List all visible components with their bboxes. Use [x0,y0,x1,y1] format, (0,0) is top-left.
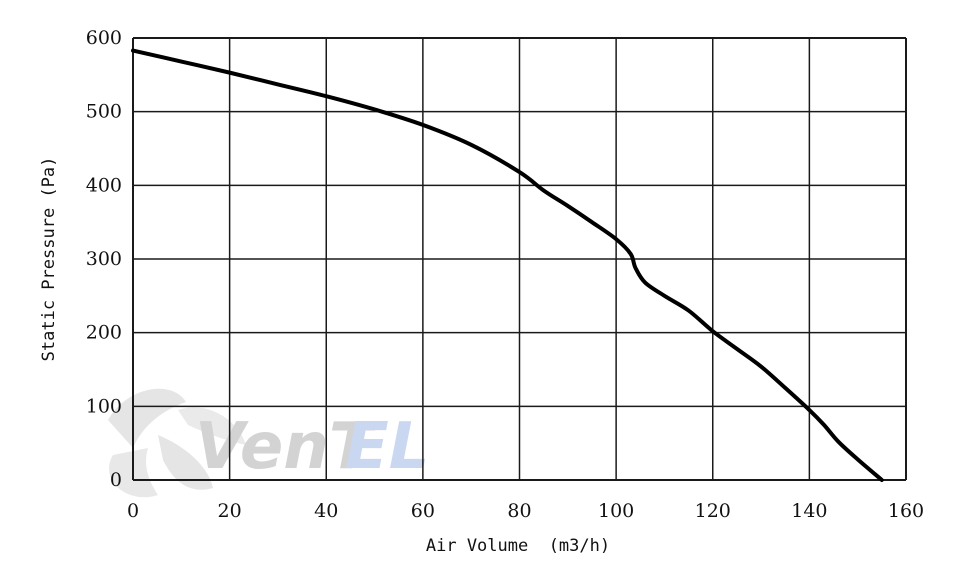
y-tick-label: 100 [86,395,122,417]
watermark-text-main: VenT [195,410,377,484]
y-tick-label: 200 [86,322,122,344]
x-tick-label: 80 [507,500,531,522]
x-tick-label: 60 [411,500,435,522]
grid [132,37,907,481]
fan-icon [108,388,246,498]
x-tick-label: 160 [888,500,924,522]
x-axis-label: Air Volume (m3/h) [426,536,610,556]
x-tick-label: 40 [314,500,338,522]
y-axis-tick-labels: 0 100 200 300 400 500 600 [86,27,122,491]
x-tick-label: 0 [127,500,139,522]
x-tick-label: 20 [218,500,242,522]
x-tick-label: 120 [695,500,731,522]
series-group [131,48,884,482]
series-line [131,48,884,482]
ventel-watermark-logo: VenT EL [108,388,430,498]
watermark-text-accent: EL [345,410,430,484]
y-axis-label: Static Pressure (Pa) [39,157,59,362]
y-tick-label: 400 [86,174,122,196]
y-tick-label: 300 [86,248,122,270]
x-tick-label: 100 [598,500,634,522]
x-axis-tick-labels: 0 20 40 60 80 100 120 140 160 [127,500,924,522]
y-tick-label: 600 [86,27,122,49]
y-tick-label: 0 [110,469,122,491]
x-tick-label: 140 [791,500,827,522]
y-tick-label: 500 [86,101,122,123]
